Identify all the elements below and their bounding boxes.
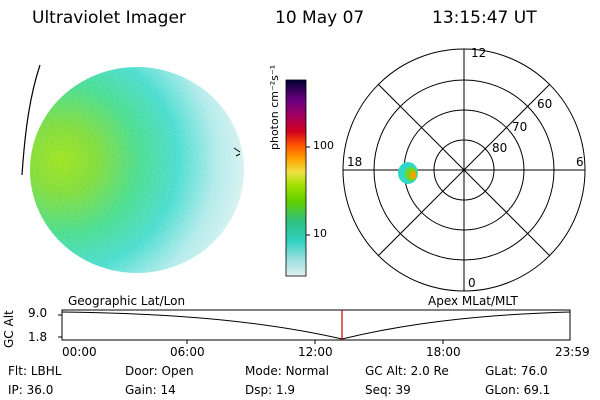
status-ip-value: 36.0 bbox=[26, 383, 54, 397]
status-seq-value: 39 bbox=[395, 383, 411, 397]
status-door-value: Open bbox=[161, 364, 194, 378]
status-ip: IP: 36.0 bbox=[8, 383, 53, 397]
status-dsp-label: Dsp: bbox=[245, 383, 273, 397]
date-label: 10 May 07 bbox=[275, 8, 365, 28]
altitude-curve bbox=[61, 311, 571, 340]
status-mode: Mode: Normal bbox=[245, 364, 329, 378]
status-flt-label: Flt: bbox=[8, 364, 27, 378]
polar-footprint-core bbox=[410, 171, 416, 179]
x-tick-label-1200: 12:00 bbox=[298, 345, 333, 359]
geographic-label: Geographic Lat/Lon bbox=[68, 294, 186, 308]
colorbar-unit-label: photon cm⁻²s⁻¹ bbox=[268, 64, 281, 150]
status-dsp: Dsp: 1.9 bbox=[245, 383, 295, 397]
gc-alt-axis-title: GC Alt bbox=[2, 310, 16, 348]
colorbar-tick-label-100: 100 bbox=[313, 139, 334, 152]
uv-image-panel bbox=[21, 64, 244, 273]
status-ip-label: IP: bbox=[8, 383, 23, 397]
limb-line bbox=[21, 64, 41, 176]
limb-tick bbox=[233, 147, 241, 157]
status-mode-value: Normal bbox=[285, 364, 329, 378]
mlt-label-18: 18 bbox=[347, 155, 363, 169]
apex-label: Apex MLat/MLT bbox=[428, 294, 518, 308]
status-seq-label: Seq: bbox=[365, 383, 392, 397]
status-mode-label: Mode: bbox=[245, 364, 282, 378]
status-glat-value: 76.0 bbox=[520, 364, 548, 378]
colorbar bbox=[285, 79, 310, 277]
mlt-label-12: 12 bbox=[471, 46, 487, 60]
polar-diagonal-2 bbox=[377, 83, 551, 257]
mlat-label-60: 60 bbox=[537, 97, 553, 111]
status-glon-value: 69.1 bbox=[523, 383, 551, 397]
status-gain: Gain: 14 bbox=[125, 383, 176, 397]
status-dsp-value: 1.9 bbox=[275, 383, 296, 397]
status-gcalt: GC Alt: 2.0 Re bbox=[365, 364, 449, 378]
instrument-title: Ultraviolet Imager bbox=[32, 8, 186, 28]
status-glon-label: GLon: bbox=[485, 383, 520, 397]
colorbar-strip bbox=[285, 79, 307, 277]
y-tick-label-1-8: 1.8 bbox=[28, 330, 48, 344]
status-door-label: Door: bbox=[125, 364, 158, 378]
status-glon: GLon: 69.1 bbox=[485, 383, 550, 397]
polar-plot bbox=[342, 48, 586, 292]
x-tick-label-0600: 06:00 bbox=[170, 345, 205, 359]
status-gcalt-value: 2.0 Re bbox=[410, 364, 449, 378]
timeline-plot bbox=[58, 309, 571, 344]
status-flt: Flt: LBHL bbox=[8, 364, 61, 378]
mlt-label-6: 6 bbox=[576, 155, 584, 169]
status-gain-label: Gain: bbox=[125, 383, 157, 397]
y-tick-label-9: 9.0 bbox=[28, 306, 48, 320]
mlat-label-70: 70 bbox=[512, 120, 528, 134]
x-tick-label-0000: 00:00 bbox=[62, 345, 97, 359]
status-glat: GLat: 76.0 bbox=[485, 364, 548, 378]
status-gcalt-label: GC Alt: bbox=[365, 364, 407, 378]
x-tick-label-1800: 18:00 bbox=[426, 345, 461, 359]
status-seq: Seq: 39 bbox=[365, 383, 411, 397]
disk-noise bbox=[30, 67, 244, 273]
mlat-label-80: 80 bbox=[492, 141, 508, 155]
status-gain-value: 14 bbox=[160, 383, 176, 397]
colorbar-tick-label-10: 10 bbox=[313, 227, 327, 240]
x-tick-label-2359: 23:59 bbox=[555, 345, 590, 359]
time-label: 13:15:47 UT bbox=[432, 8, 537, 28]
status-glat-label: GLat: bbox=[485, 364, 518, 378]
timeline-frame bbox=[61, 309, 571, 341]
status-door: Door: Open bbox=[125, 364, 194, 378]
status-flt-value: LBHL bbox=[30, 364, 62, 378]
mlt-label-0: 0 bbox=[468, 276, 476, 290]
